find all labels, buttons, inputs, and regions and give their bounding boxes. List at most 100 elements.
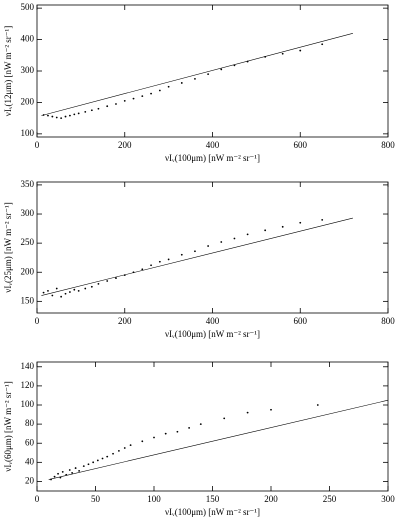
- x-tick-label: 800: [381, 316, 395, 326]
- scatter-point: [246, 411, 249, 414]
- scatter-point: [61, 470, 64, 473]
- scatter-point: [101, 457, 104, 460]
- y-tick-label: 300: [21, 208, 35, 218]
- scatter-point: [220, 241, 223, 243]
- scatter-point: [316, 404, 319, 406]
- scatter-point: [57, 472, 59, 475]
- scatter-point: [153, 436, 155, 439]
- scatter-point: [150, 264, 152, 267]
- scatter-point: [73, 113, 76, 116]
- scatter-point: [112, 452, 114, 455]
- scatter-point: [299, 49, 302, 52]
- scatter-point: [270, 408, 272, 411]
- scatter-point: [321, 218, 324, 221]
- x-tick-label: 0: [35, 494, 40, 504]
- scatter-point: [84, 110, 87, 113]
- scatter-point: [115, 277, 117, 279]
- fit-line: [48, 399, 389, 480]
- scatter-point: [207, 245, 210, 247]
- scatter-point: [90, 109, 93, 112]
- scatter-point: [51, 294, 54, 297]
- scatter-point: [129, 444, 132, 447]
- y-tick-label: 140: [21, 361, 35, 371]
- scatter-point: [281, 52, 284, 55]
- scatter-point: [97, 282, 100, 285]
- scatter-point: [78, 470, 81, 472]
- scatter-point: [167, 258, 170, 261]
- scatter-point: [82, 465, 85, 468]
- scatter-point: [47, 289, 49, 292]
- fit-line: [41, 32, 353, 116]
- scatter-point: [60, 295, 63, 298]
- scatter-point: [167, 85, 170, 88]
- scatter-point: [220, 68, 223, 71]
- y-tick-label: 400: [21, 34, 35, 44]
- scatter-point: [141, 268, 144, 271]
- scatter-point: [246, 233, 249, 236]
- x-tick-label: 0: [35, 140, 40, 150]
- x-tick-label: 400: [206, 140, 220, 150]
- x-tick-label: 200: [118, 140, 132, 150]
- x-tick-label: 400: [206, 316, 220, 326]
- x-axis-label: νIᵥ(100μm) [nW m⁻² sr⁻¹]: [165, 507, 260, 517]
- x-axis-label: νIᵥ(100μm) [nW m⁻² sr⁻¹]: [165, 329, 260, 339]
- scatter-point: [123, 99, 126, 102]
- plot-frame: [36, 4, 389, 138]
- scatter-point: [299, 221, 302, 224]
- scatter-point: [96, 459, 99, 462]
- y-tick-label: 100: [21, 128, 35, 138]
- x-tick-label: 50: [91, 494, 101, 504]
- scatter-point: [158, 89, 161, 92]
- x-tick-label: 300: [381, 494, 395, 504]
- scatter-point: [176, 430, 179, 433]
- scatter-point: [69, 291, 71, 293]
- y-tick-label: 200: [21, 96, 35, 106]
- plot-frame: [36, 361, 389, 492]
- x-tick-label: 200: [264, 494, 278, 504]
- scatter-point: [207, 73, 210, 76]
- x-tick-label: 600: [294, 140, 308, 150]
- x-tick-label: 0: [35, 316, 40, 326]
- scatter-point: [55, 287, 58, 290]
- y-tick-label: 300: [21, 65, 35, 75]
- scatter-point: [77, 112, 80, 115]
- y-tick-label: 40: [25, 456, 35, 466]
- scatter-point: [281, 225, 284, 228]
- scatter-point: [264, 229, 267, 232]
- y-axis-label: νIᵥ(60μm) [nW m⁻² sr⁻¹]: [3, 381, 13, 472]
- y-tick-label: 250: [21, 237, 35, 247]
- scatter-point: [73, 288, 76, 291]
- scatter-point: [132, 97, 135, 100]
- scatter-point: [233, 237, 236, 240]
- x-tick-label: 100: [147, 494, 161, 504]
- scatter-point: [97, 107, 100, 110]
- scatter-point: [158, 260, 161, 263]
- scatter-point: [199, 423, 202, 426]
- y-tick-label: 60: [25, 437, 35, 447]
- scatter-point: [68, 469, 71, 471]
- scatter-point: [60, 117, 63, 120]
- scatter-point: [180, 82, 183, 84]
- y-tick-label: 200: [21, 266, 35, 276]
- scatter-point: [47, 114, 49, 117]
- x-tick-label: 150: [206, 494, 220, 504]
- scatter-point: [106, 105, 109, 108]
- y-tick-label: 100: [21, 399, 35, 409]
- fit-line: [41, 217, 353, 296]
- scatter-point: [92, 461, 95, 464]
- y-axis-label: νIᵥ(25μm) [nW m⁻² sr⁻¹]: [3, 202, 13, 293]
- scatter-point: [164, 432, 167, 435]
- scatter-point: [69, 114, 71, 117]
- scatter-point: [55, 116, 58, 119]
- scatter-point: [74, 467, 77, 469]
- x-tick-label: 600: [294, 316, 308, 326]
- y-tick-label: 120: [21, 380, 35, 390]
- y-tick-label: 350: [21, 179, 35, 189]
- y-tick-label: 20: [25, 476, 35, 486]
- plot-frame: [36, 181, 389, 314]
- scatter-point: [64, 115, 67, 118]
- scatter-point: [106, 455, 109, 458]
- scatter-point: [194, 77, 196, 80]
- x-tick-label: 200: [118, 316, 132, 326]
- scatter-point: [42, 291, 45, 294]
